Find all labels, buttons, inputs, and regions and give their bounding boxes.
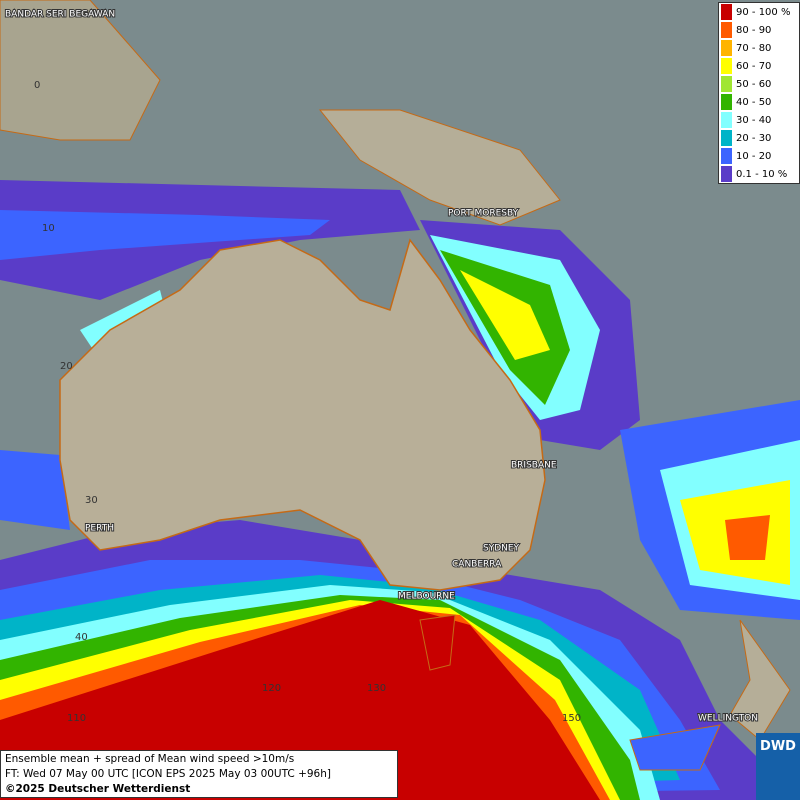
legend-swatch (721, 112, 732, 128)
city-label: PORT MORESBY (448, 209, 519, 219)
legend-swatch (721, 22, 732, 38)
caption-line: ©2025 Deutscher Wetterdienst (5, 783, 191, 795)
legend: 90 - 100 % 80 - 90 70 - 80 60 - 70 50 - 60 40… (718, 2, 800, 184)
legend-label: 90 - 100 % (736, 6, 791, 18)
legend-swatch (721, 148, 732, 164)
city-label: BANDAR SERI BEGAWAN (5, 10, 115, 20)
grid-label: 150 (562, 713, 581, 724)
legend-item: 40 - 50 (719, 93, 799, 111)
wind-field (0, 450, 70, 530)
legend-item: 90 - 100 % (719, 3, 799, 21)
grid-label: 30 (85, 495, 98, 506)
grid-label: 120 (262, 683, 281, 694)
legend-swatch (721, 166, 732, 182)
legend-item: 0.1 - 10 % (719, 165, 799, 183)
wind-field (460, 270, 550, 360)
legend-item: 30 - 40 (719, 111, 799, 129)
tasmania (419, 614, 456, 671)
grid-label: 0 (34, 80, 40, 91)
legend-swatch (721, 130, 732, 146)
city-label: BRISBANE (511, 461, 557, 471)
wind-field (725, 515, 770, 560)
wind-field (0, 210, 330, 260)
caption-line: Ensemble mean + spread of Mean wind spee… (5, 753, 295, 765)
grid-label: 10 (42, 223, 55, 234)
legend-item: 70 - 80 (719, 39, 799, 57)
land (318, 109, 561, 226)
grid-label: 40 (75, 632, 88, 643)
legend-item: 80 - 90 (719, 21, 799, 39)
legend-label: 10 - 20 (736, 150, 772, 162)
australia (59, 238, 546, 591)
city-label: WELLINGTON (698, 714, 758, 724)
logo: DWD (756, 733, 800, 800)
legend-swatch (721, 4, 732, 20)
grid-label: 20 (60, 361, 73, 372)
city-label: SYDNEY (483, 544, 520, 554)
legend-label: 0.1 - 10 % (736, 168, 788, 180)
grid-label: 110 (67, 713, 86, 724)
legend-label: 50 - 60 (736, 78, 772, 90)
land (0, 0, 161, 141)
caption-line: FT: Wed 07 May 00 UTC [ICON EPS 2025 May… (5, 768, 331, 780)
legend-item: 50 - 60 (719, 75, 799, 93)
legend-label: 40 - 50 (736, 96, 772, 108)
legend-label: 20 - 30 (736, 132, 772, 144)
legend-label: 60 - 70 (736, 60, 772, 72)
legend-label: 80 - 90 (736, 24, 772, 36)
legend-label: 30 - 40 (736, 114, 772, 126)
legend-swatch (721, 58, 732, 74)
grid-label: 130 (367, 683, 386, 694)
legend-item: 60 - 70 (719, 57, 799, 75)
legend-swatch (721, 94, 732, 110)
new-zealand (729, 619, 791, 741)
legend-item: 20 - 30 (719, 129, 799, 147)
legend-swatch (721, 40, 732, 56)
legend-swatch (721, 76, 732, 92)
city-label: MELBOURNE (398, 592, 455, 602)
city-label: CANBERRA (452, 560, 502, 570)
caption: Ensemble mean + spread of Mean wind spee… (0, 750, 398, 798)
legend-item: 10 - 20 (719, 147, 799, 165)
new-zealand (629, 724, 721, 771)
city-label: PERTH (85, 524, 114, 534)
legend-label: 70 - 80 (736, 42, 772, 54)
